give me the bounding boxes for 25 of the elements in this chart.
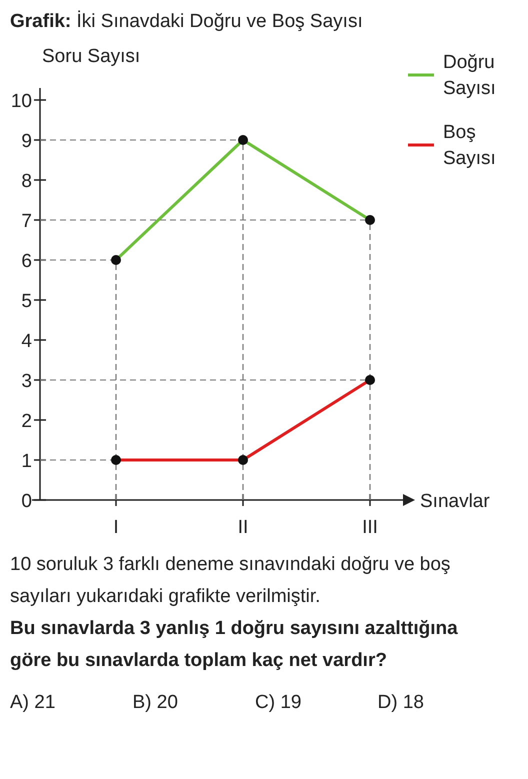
y-tick-label: 10 <box>10 91 32 112</box>
y-tick-label: 9 <box>21 131 32 152</box>
text: 10 soruluk 3 farklı deneme sınavındaki doğru ve boş sayıları yukarıdaki grafikte verilmiştir. <box>10 553 452 609</box>
y-tick-label: 7 <box>21 211 32 232</box>
x-axis-title: Sınavlar <box>420 491 490 512</box>
text: Bu sınavlarda 3 yanlış 1 doğru sayısını azalttığına göre bu sınavlarda toplam kaç net vardır? <box>10 617 459 673</box>
legend-label: Doğru Sayısı <box>443 52 496 99</box>
y-tick-label: 1 <box>21 451 32 472</box>
legend-label: Boş Sayısı <box>443 122 496 169</box>
y-tick-label: 8 <box>21 171 32 192</box>
y-tick-label: 0 <box>21 491 32 512</box>
text: B) 20 <box>132 691 179 715</box>
text: C) 19 <box>255 691 302 715</box>
y-tick-label: 3 <box>21 371 32 392</box>
y-tick-label: 2 <box>21 411 32 432</box>
chart-title: Grafik: İki Sınavdaki Doğru ve Boş Sayısı <box>10 10 363 32</box>
text: A) 21 <box>10 691 56 715</box>
y-tick-label: 6 <box>21 251 32 272</box>
x-tick-label: II <box>238 517 248 538</box>
y-tick-label: 4 <box>21 331 32 352</box>
y-axis-title: Soru Sayısı <box>42 46 140 67</box>
x-tick-label: III <box>362 517 378 538</box>
y-tick-label: 5 <box>21 291 32 312</box>
text: D) 18 <box>378 691 425 715</box>
x-tick-label: I <box>113 517 119 538</box>
